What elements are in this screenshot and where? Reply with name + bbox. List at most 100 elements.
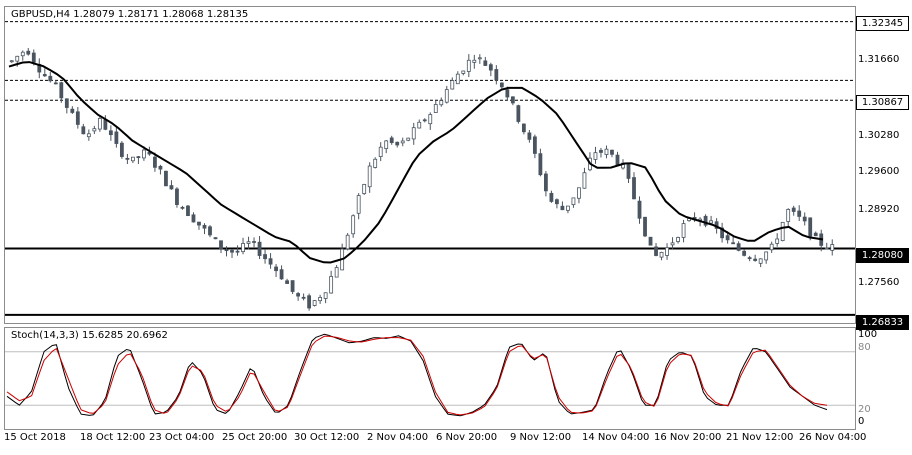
stoch-scale-20: 20 (858, 404, 871, 415)
candle-body (186, 205, 190, 217)
time-label: 26 Nov 04:00 (799, 432, 867, 443)
candle-body (665, 247, 669, 256)
candle-body (59, 82, 64, 99)
candle-body (461, 70, 466, 74)
candle-body (180, 206, 185, 209)
candle-body (406, 137, 411, 141)
candle-body (31, 52, 36, 63)
time-label: 9 Nov 12:00 (510, 432, 572, 443)
price-label: 1.31660 (858, 54, 900, 65)
candle-body (213, 237, 218, 240)
candle-body (241, 243, 245, 253)
time-label: 25 Oct 20:00 (222, 432, 288, 443)
candle-body (577, 187, 581, 199)
candle-body (26, 50, 31, 55)
time-label: 6 Nov 20:00 (436, 432, 498, 443)
time-label: 14 Nov 04:00 (582, 432, 650, 443)
candle-body (720, 227, 725, 239)
candle-body (263, 254, 267, 260)
candle-body (373, 158, 378, 168)
candle-body (15, 55, 20, 62)
candle-body (813, 232, 818, 237)
candle-body (549, 192, 554, 202)
stochastic-pane[interactable]: Stoch(14,3,3) 15.6285 20.6962 (4, 327, 856, 430)
candle-body (499, 82, 504, 88)
candle-body (604, 148, 609, 155)
candle-body (709, 220, 713, 224)
candle-body (48, 75, 53, 82)
candle-body (75, 111, 80, 125)
candle-body (395, 141, 400, 146)
candle-body (654, 246, 658, 256)
candle-body (769, 243, 774, 251)
candle-body (307, 295, 312, 309)
candle-body (86, 133, 91, 138)
candle-body (510, 96, 515, 104)
candle-body (70, 108, 75, 113)
candle-body (422, 119, 427, 122)
candle-body (775, 238, 780, 244)
stoch-scale-80: 80 (858, 342, 871, 353)
price-chart-pane[interactable]: GBPUSD,H4 1.28079 1.28171 1.28068 1.2813… (4, 6, 856, 324)
stoch-scale-100: 100 (858, 329, 878, 340)
price-label: 1.28920 (858, 204, 900, 215)
time-label: 21 Nov 12:00 (726, 432, 794, 443)
level-box-support-low: 1.26833 (856, 315, 909, 330)
candle-body (797, 210, 802, 217)
price-scale[interactable]: 1.32345 1.31660 1.30867 1.30280 1.29600 … (855, 0, 912, 455)
candle-body (681, 223, 686, 238)
candle-body (191, 214, 196, 223)
candle-body (114, 131, 119, 144)
candle-body (389, 137, 394, 144)
candle-body (219, 240, 223, 250)
candle-body (103, 119, 108, 130)
stoch-signal-line (6, 335, 828, 416)
candle-body (593, 152, 598, 160)
candle-body (246, 241, 251, 244)
candle-body (626, 164, 631, 179)
candle-body (158, 165, 163, 170)
candle-body (92, 128, 97, 132)
candle-body (632, 177, 636, 200)
price-label: 1.30280 (858, 130, 900, 141)
candle-body (147, 152, 152, 155)
candle-body (599, 149, 603, 153)
candle-body (64, 98, 69, 108)
candle-body (516, 105, 521, 122)
candle-body (268, 258, 273, 265)
candle-body (400, 140, 405, 144)
candle-body (747, 257, 752, 260)
candle-body (477, 57, 482, 60)
candle-body (81, 126, 86, 135)
price-chart-canvas[interactable] (5, 7, 855, 323)
candle-body (571, 197, 576, 206)
level-box-resistance-high: 1.32345 (856, 16, 909, 31)
candle-body (703, 215, 708, 226)
candle-body (411, 127, 416, 140)
candle-body (830, 244, 835, 251)
candle-body (164, 170, 168, 187)
candle-body (786, 209, 791, 222)
candle-body (252, 241, 256, 243)
candle-body (659, 251, 664, 258)
candle-body (301, 296, 306, 299)
candle-body (417, 121, 422, 129)
stochastic-canvas[interactable] (5, 328, 855, 429)
candle-body (235, 250, 240, 253)
candle-body (450, 80, 455, 90)
time-label: 18 Oct 12:00 (80, 432, 146, 443)
candle-body (108, 130, 113, 136)
time-label: 16 Nov 20:00 (654, 432, 722, 443)
candle-body (208, 226, 212, 236)
candle-body (274, 266, 278, 272)
candle-body (676, 237, 680, 242)
candle-body (808, 217, 813, 237)
candle-body (378, 146, 383, 157)
candle-body (428, 114, 433, 125)
candle-body (802, 216, 807, 222)
time-axis[interactable]: 15 Oct 2018 18 Oct 12:00 23 Oct 04:00 25… (4, 430, 866, 450)
candle-body (494, 69, 499, 81)
candle-body (433, 104, 438, 113)
candle-body (345, 234, 350, 250)
moving-average-line (8, 61, 824, 264)
